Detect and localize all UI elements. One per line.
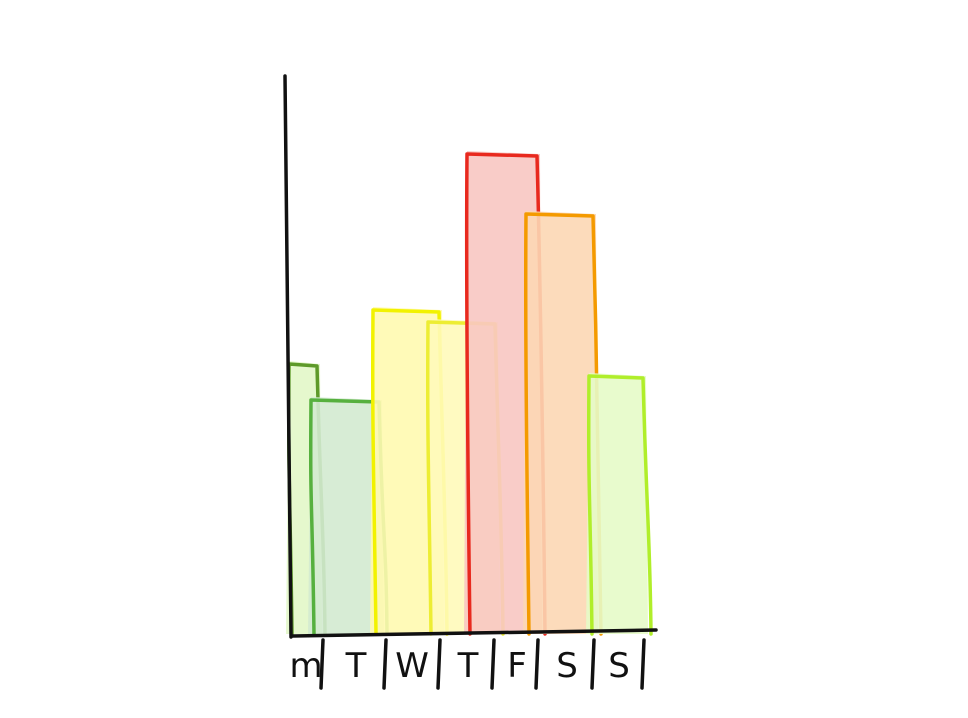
axes-group: [283, 74, 658, 639]
bar-7-fill: [586, 373, 648, 634]
x-tick-label-5: F: [507, 646, 527, 686]
x-tick-5: [534, 638, 540, 690]
x-tick-1: [319, 638, 325, 690]
bar-3-fill: [370, 307, 444, 634]
x-tick-4: [490, 638, 496, 690]
x-axis: [291, 628, 658, 638]
x-tick-label-3: W: [395, 646, 429, 686]
bar-7-outline: [586, 374, 653, 636]
x-tick-3: [436, 638, 442, 690]
x-tick-label-6: S: [556, 646, 578, 686]
x-tick-label-1: m: [289, 646, 322, 686]
bars-group: [286, 151, 653, 636]
bar-5-fill: [464, 151, 542, 634]
x-tick-7: [640, 638, 646, 690]
bar-2-fill: [308, 397, 384, 634]
y-axis: [283, 74, 293, 639]
x-tick-6: [590, 638, 596, 690]
x-tick-label-7: S: [608, 646, 630, 686]
x-tick-label-2: T: [345, 646, 367, 686]
bar-6-fill: [523, 211, 598, 634]
x-tick-label-4: T: [457, 646, 479, 686]
x-tick-2: [382, 638, 388, 690]
